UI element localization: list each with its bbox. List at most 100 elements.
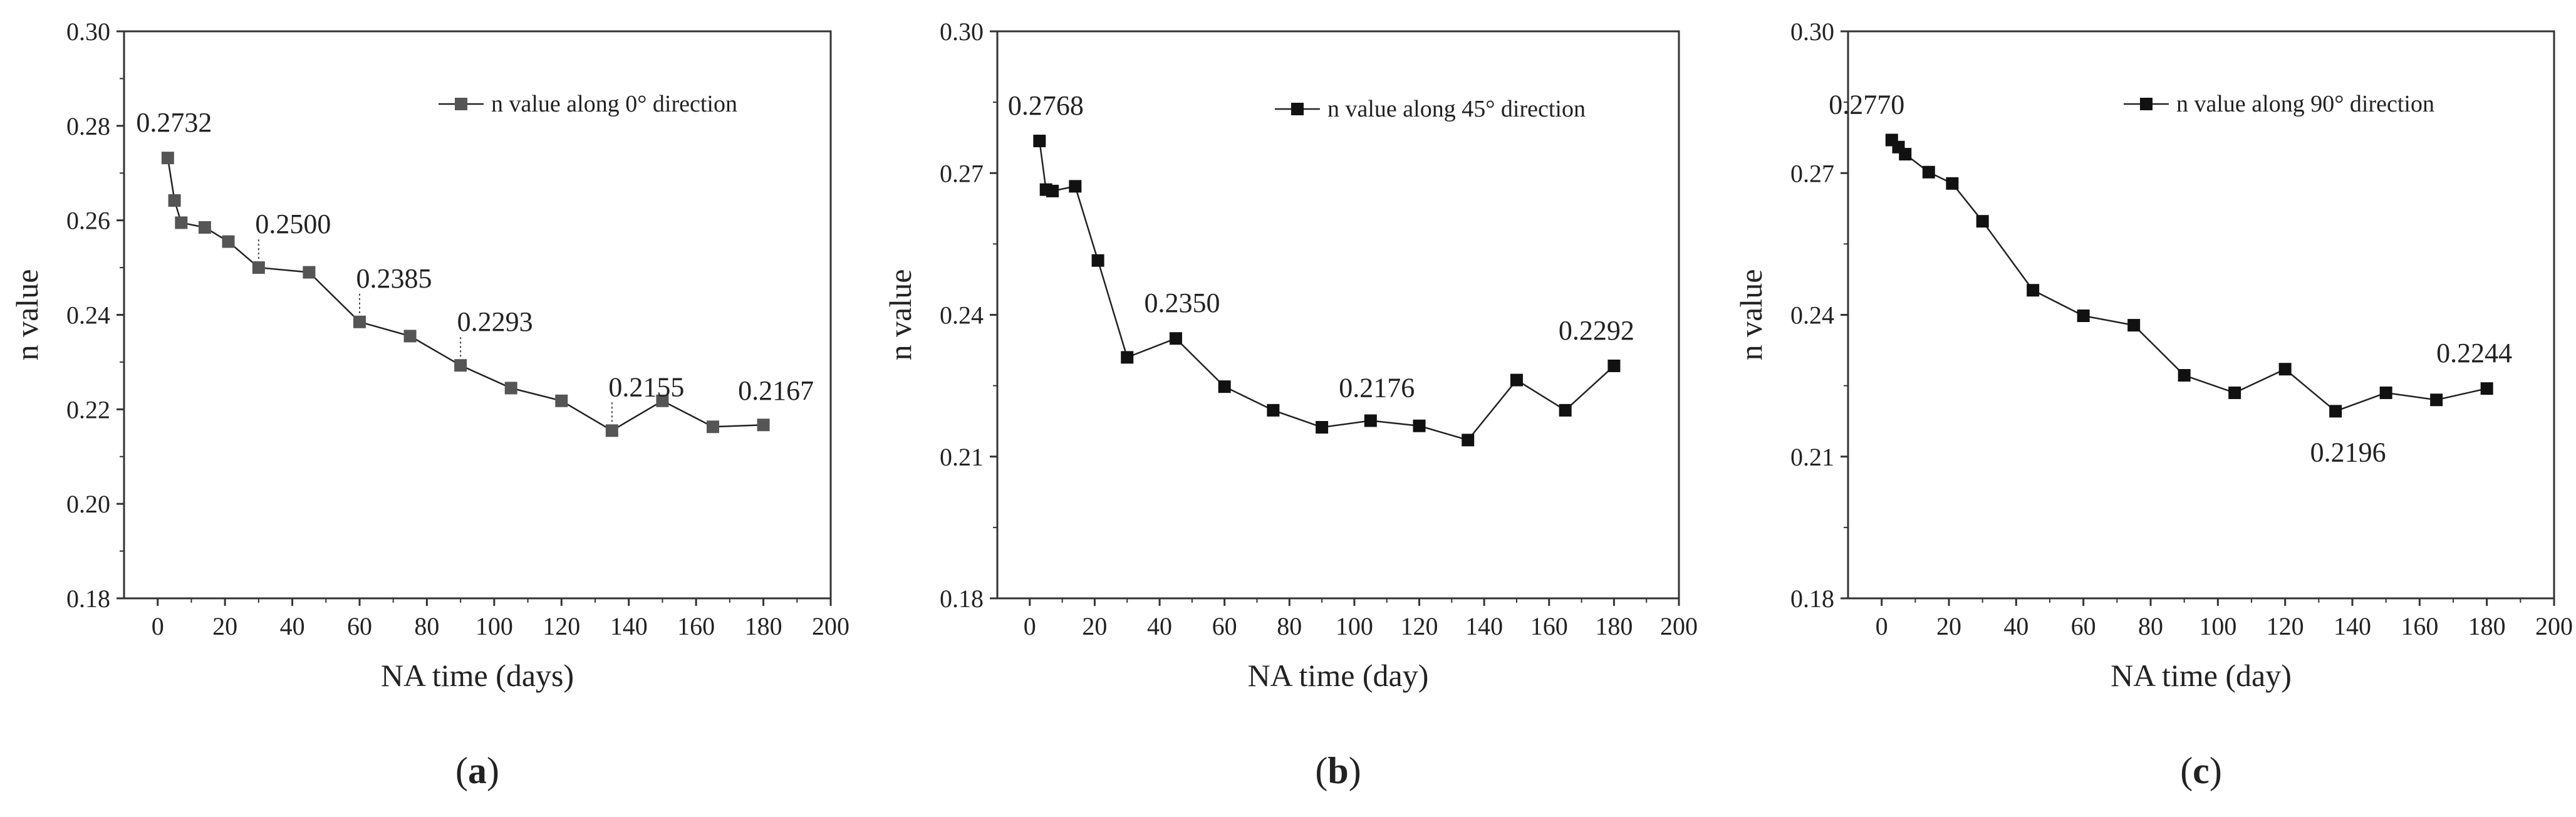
data-point	[1267, 403, 1280, 417]
data-point	[454, 359, 467, 372]
data-point	[1046, 184, 1059, 197]
y-tick-label: 0.26	[66, 207, 110, 235]
data-point	[175, 216, 188, 229]
data-point	[656, 394, 669, 407]
x-axis-title: NA time (day)	[2111, 658, 2292, 693]
x-tick-label: 140	[610, 612, 648, 640]
y-tick-label: 0.21	[940, 443, 984, 471]
x-tick-label: 20	[212, 612, 237, 640]
legend-marker	[1291, 103, 1304, 115]
y-tick-label: 0.24	[940, 301, 984, 330]
data-point	[168, 194, 181, 207]
data-point	[1091, 254, 1104, 267]
y-tick-label: 0.21	[1790, 443, 1834, 471]
data-point	[2278, 363, 2292, 376]
panel-label: (a)	[455, 750, 499, 791]
x-tick-label: 200	[812, 612, 849, 640]
data-point	[222, 235, 235, 248]
data-point	[605, 424, 618, 437]
x-tick-label: 60	[347, 612, 372, 640]
data-point	[1976, 215, 1989, 228]
x-tick-label: 40	[280, 612, 305, 640]
x-tick-label: 160	[677, 612, 715, 640]
data-point	[353, 315, 366, 328]
data-point	[161, 152, 174, 165]
series-line	[1039, 140, 1615, 441]
x-tick-label: 120	[543, 612, 580, 640]
x-tick-label: 120	[1401, 612, 1438, 640]
data-point	[1218, 380, 1231, 393]
data-point	[1462, 434, 1475, 447]
data-point	[303, 266, 316, 279]
data-point	[1413, 419, 1426, 432]
x-tick-label: 0	[1024, 612, 1036, 640]
legend-label: n value along 90° direction	[2176, 91, 2434, 117]
data-point	[757, 419, 770, 432]
x-tick-label: 0	[1876, 612, 1888, 640]
x-tick-label: 0	[152, 612, 164, 640]
y-tick-label: 0.27	[940, 159, 984, 187]
y-axis-title: n value	[1733, 269, 1768, 361]
series-line	[1891, 139, 2487, 412]
x-tick-label: 160	[2401, 612, 2438, 640]
data-point	[198, 221, 211, 234]
data-label: 0.2167	[738, 375, 814, 406]
y-tick-label: 0.24	[1790, 301, 1834, 330]
data-point	[1121, 351, 1134, 364]
y-tick-label: 0.24	[66, 301, 110, 330]
x-axis-title: NA time (days)	[381, 658, 574, 693]
data-point	[2127, 319, 2141, 332]
x-tick-label: 180	[745, 612, 782, 640]
data-point	[2178, 369, 2191, 382]
legend-label: n value along 45° direction	[1327, 96, 1586, 122]
x-tick-label: 100	[2199, 612, 2236, 640]
panel-label-letter: c	[2193, 750, 2210, 791]
data-label: 0.2293	[457, 306, 533, 337]
y-tick-label: 0.30	[940, 18, 984, 46]
x-tick-label: 20	[1936, 612, 1961, 640]
y-tick-label: 0.20	[66, 490, 110, 518]
data-point	[1607, 359, 1621, 372]
x-tick-label: 20	[1082, 612, 1107, 640]
data-point	[555, 394, 568, 407]
data-point	[504, 382, 517, 395]
y-axis-title: n value	[883, 269, 918, 361]
x-tick-label: 140	[1465, 612, 1503, 640]
y-tick-label: 0.30	[1790, 18, 1834, 46]
data-point	[2077, 310, 2090, 323]
y-tick-label: 0.27	[1790, 159, 1834, 187]
x-tick-label: 40	[1147, 612, 1172, 640]
x-tick-label: 200	[1660, 612, 1698, 640]
x-tick-label: 80	[1277, 612, 1302, 640]
data-point	[1316, 420, 1329, 434]
x-tick-label: 80	[2138, 612, 2163, 640]
y-tick-label: 0.30	[66, 18, 110, 46]
data-point	[2480, 382, 2493, 395]
x-tick-label: 100	[475, 612, 513, 640]
x-tick-label: 140	[2334, 612, 2371, 640]
x-tick-label: 200	[2535, 612, 2573, 640]
data-label: 0.2350	[1144, 288, 1220, 318]
panel-label-letter: b	[1327, 750, 1348, 791]
data-label: 0.2176	[1339, 372, 1415, 403]
data-label: 0.2500	[255, 209, 331, 239]
x-tick-label: 80	[414, 612, 439, 640]
data-label: 0.2292	[1559, 315, 1634, 346]
data-label: 0.2770	[1829, 89, 1904, 120]
y-tick-label: 0.28	[66, 112, 110, 140]
x-tick-label: 40	[2003, 612, 2028, 640]
chart-panel-a: 0 20 40 60 80 100 120 140 160 180 200 0.18 0.20 0.22 0…	[9, 18, 849, 791]
y-tick-label: 0.18	[1790, 585, 1834, 613]
data-point	[1169, 332, 1182, 345]
x-tick-label: 120	[2267, 612, 2304, 640]
data-point	[1922, 165, 1935, 179]
x-tick-label: 60	[2071, 612, 2096, 640]
data-point	[1946, 177, 1959, 190]
chart-panel-b: 0 20 40 60 80 100 120 140 160 180 200 0.18 0.21 0.24 0…	[883, 18, 1698, 791]
data-label: 0.2244	[2436, 338, 2512, 368]
data-point	[2430, 393, 2443, 407]
data-point	[2027, 284, 2040, 297]
data-point	[1510, 373, 1523, 387]
panel-label: (c)	[2180, 750, 2222, 791]
data-point	[1364, 414, 1377, 427]
